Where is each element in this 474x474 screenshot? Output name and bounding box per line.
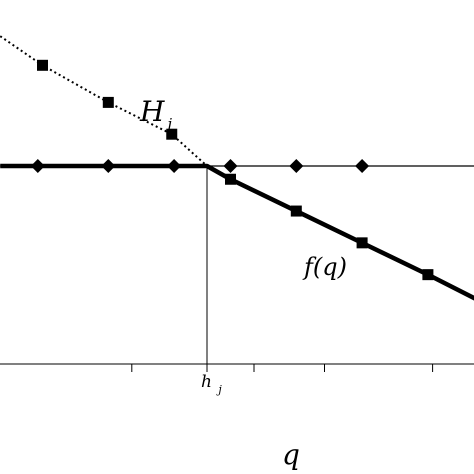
marker-diamond-2 bbox=[167, 159, 182, 173]
x-axis-label: q bbox=[282, 438, 300, 471]
marker-diamond-3 bbox=[223, 159, 238, 173]
marker-diamond-0 bbox=[30, 159, 45, 173]
marker-diamond-4 bbox=[289, 159, 304, 173]
marker-square-hj-0 bbox=[37, 59, 48, 71]
marker-diamond-1 bbox=[101, 159, 116, 173]
marker-square-fq-1 bbox=[290, 205, 302, 217]
marker-square-fq-3 bbox=[422, 269, 434, 281]
marker-diamond-5 bbox=[355, 159, 370, 173]
marker-square-hj-2 bbox=[166, 128, 178, 140]
marker-square-fq-0 bbox=[225, 173, 236, 185]
fq-annotation: f(q) bbox=[302, 253, 347, 281]
hj-tick-label: h j bbox=[201, 372, 222, 396]
marker-square-hj-1 bbox=[102, 96, 114, 108]
marker-square-fq-2 bbox=[356, 237, 368, 249]
series-line-fq bbox=[0, 163, 474, 301]
